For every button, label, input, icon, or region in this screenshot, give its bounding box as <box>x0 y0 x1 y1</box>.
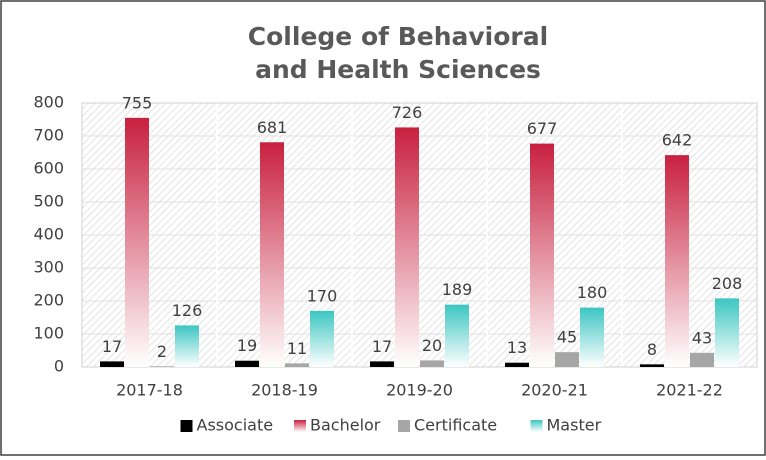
data-label: 20 <box>422 336 442 355</box>
bar <box>665 155 689 367</box>
bar <box>420 360 444 367</box>
legend-label: Bachelor <box>310 416 381 435</box>
bar <box>530 143 554 367</box>
bar <box>285 363 309 367</box>
bar <box>100 361 124 367</box>
bar <box>715 298 739 367</box>
legend-label: Master <box>547 416 602 435</box>
legend-swatch <box>180 420 193 432</box>
data-label: 726 <box>392 103 423 122</box>
data-label: 189 <box>442 280 473 299</box>
data-label: 17 <box>102 337 122 356</box>
legend-swatch <box>530 420 543 432</box>
legend-label: Certificate <box>414 416 497 435</box>
bar <box>690 352 714 367</box>
bar <box>505 362 529 367</box>
data-label: 2 <box>157 342 167 361</box>
bar <box>395 127 419 367</box>
plot-border <box>81 102 758 368</box>
bar <box>640 364 664 367</box>
y-tick-label: 300 <box>33 258 64 277</box>
chart-title: and Health Sciences <box>255 55 541 84</box>
legend-swatch <box>294 420 306 432</box>
data-label: 681 <box>257 118 288 137</box>
data-label: 126 <box>172 301 203 320</box>
data-label: 755 <box>122 93 153 112</box>
bar <box>580 307 604 367</box>
data-label: 170 <box>307 286 338 305</box>
bar <box>370 361 394 367</box>
bar <box>125 117 149 367</box>
bar <box>150 366 174 367</box>
data-label: 208 <box>712 274 743 293</box>
legend-label: Associate <box>197 416 274 435</box>
data-label: 642 <box>662 131 693 150</box>
data-label: 45 <box>557 328 577 347</box>
data-label: 43 <box>692 328 712 347</box>
bar <box>310 310 334 367</box>
data-label: 8 <box>647 340 657 359</box>
y-tick-label: 600 <box>33 159 64 178</box>
bar <box>235 360 259 367</box>
chart-title: College of Behavioral <box>248 22 548 51</box>
bar <box>260 142 284 367</box>
y-tick-label: 400 <box>33 225 64 244</box>
bar <box>445 304 469 367</box>
data-label: 19 <box>237 336 257 355</box>
x-tick-label: 2020-21 <box>521 381 588 400</box>
y-tick-label: 500 <box>33 192 64 211</box>
x-tick-label: 2019-20 <box>386 381 453 400</box>
data-label: 180 <box>577 283 608 302</box>
data-label: 677 <box>527 119 558 138</box>
y-tick-label: 200 <box>33 291 64 310</box>
data-label: 11 <box>287 339 307 358</box>
data-label: 13 <box>507 338 527 357</box>
x-tick-label: 2017-18 <box>116 381 183 400</box>
bar <box>175 325 199 367</box>
y-tick-label: 800 <box>33 93 64 112</box>
y-tick-label: 700 <box>33 126 64 145</box>
y-tick-label: 100 <box>33 324 64 343</box>
x-tick-label: 2018-19 <box>251 381 318 400</box>
x-tick-label: 2021-22 <box>656 381 723 400</box>
bar <box>555 352 579 367</box>
data-label: 17 <box>372 337 392 356</box>
legend-swatch <box>398 420 410 432</box>
y-tick-label: 0 <box>54 357 64 376</box>
